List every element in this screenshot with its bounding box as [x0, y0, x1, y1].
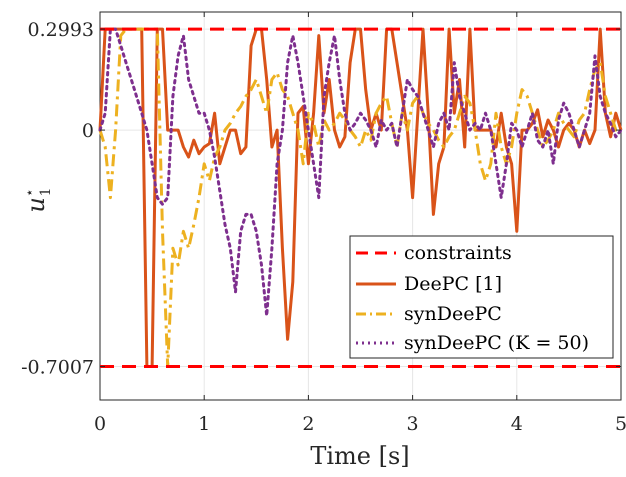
legend-label-syndeepc: synDeePC [404, 303, 502, 325]
series-syndeepc-k-50-line [98, 27, 623, 318]
x-tick-label: 0 [94, 413, 106, 435]
y-tick-label: 0.2993 [28, 19, 94, 41]
x-tick-label: 4 [511, 413, 523, 435]
y-tick-label: -0.7007 [21, 356, 94, 378]
legend-label-deepc: DeePC [1] [404, 273, 502, 295]
axes-box [99, 11, 622, 401]
tick-layer: 0 1 2 3 4 5 0.2993 0 -0.7007 [21, 12, 626, 435]
y-axis-title-base: u [22, 197, 50, 212]
y-axis-title: u⋆1 [22, 187, 54, 212]
legend-label-syndeepc-k50: synDeePC (K = 50) [404, 332, 589, 354]
series-deepc-1-line [98, 27, 623, 368]
x-tick-label: 2 [302, 413, 314, 435]
legend-label-constraints: constraints [404, 242, 512, 264]
y-axis-title-subscript: 1 [38, 187, 54, 196]
y-axis-title-superscript: ⋆ [22, 188, 38, 197]
x-axis-label: Time [s] [310, 442, 409, 470]
legend: constraints DeePC [1] synDeePC synDeePC … [349, 235, 614, 359]
y-axis-label: u⋆1 [22, 187, 54, 212]
y-tick-label: 0 [82, 120, 94, 142]
legend-box [349, 235, 614, 359]
x-tick-label: 5 [615, 413, 626, 435]
x-tick-label: 3 [407, 413, 419, 435]
x-tick-label: 1 [198, 413, 210, 435]
series-layer [98, 27, 623, 368]
x-axis-title: Time [s] [310, 442, 409, 470]
